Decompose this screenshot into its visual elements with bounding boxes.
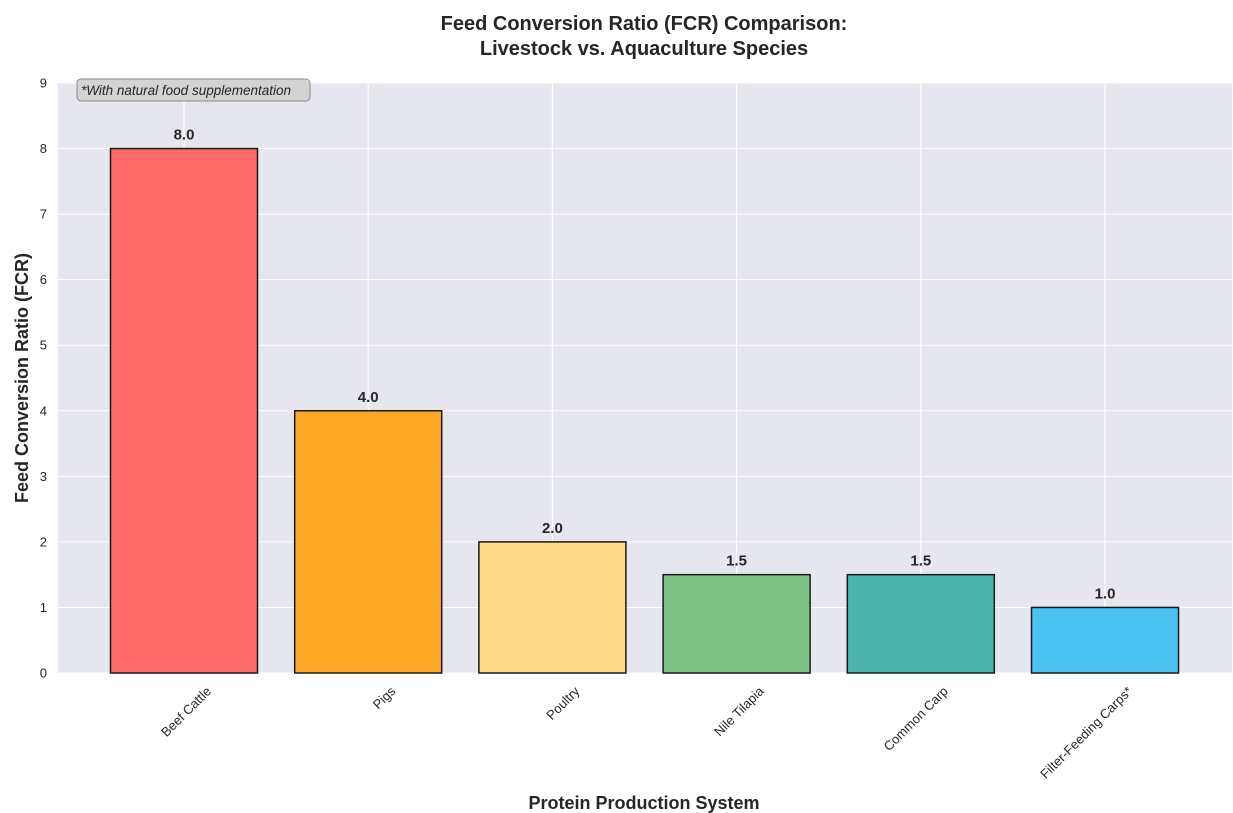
x-tick-label: Common Carp bbox=[881, 684, 951, 754]
chart-title-line-2: Livestock vs. Aquaculture Species bbox=[480, 38, 808, 60]
bar-value-label: 4.0 bbox=[358, 389, 379, 406]
x-tick-label: Filter-Feeding Carps* bbox=[1037, 684, 1135, 782]
bar-value-label: 8.0 bbox=[174, 127, 195, 144]
y-tick-label: 8 bbox=[40, 141, 47, 156]
x-tick-label: Beef Cattle bbox=[158, 684, 214, 740]
y-tick-label: 2 bbox=[40, 534, 47, 549]
bar bbox=[1030, 606, 1180, 674]
y-tick-label: 3 bbox=[40, 469, 47, 484]
annotation-text: *With natural food supplementation bbox=[81, 83, 291, 98]
bar bbox=[109, 147, 259, 674]
y-tick-label: 4 bbox=[40, 403, 47, 418]
bar-value-label: 1.0 bbox=[1095, 585, 1116, 602]
bar-value-label: 1.5 bbox=[726, 553, 747, 570]
y-tick-labels: 0 1 2 3 4 5 6 7 8 9 bbox=[40, 76, 47, 681]
chart-title-line-1: Feed Conversion Ratio (FCR) Comparison: bbox=[441, 13, 848, 35]
y-tick-label: 9 bbox=[40, 76, 47, 91]
bar bbox=[846, 573, 996, 674]
data-labels: 8.0 4.0 2.0 1.5 1.5 1.0 bbox=[174, 127, 1116, 603]
bar bbox=[662, 573, 811, 674]
y-tick-label: 5 bbox=[40, 338, 47, 353]
y-axis-label: Feed Conversion Ratio (FCR) bbox=[12, 253, 32, 503]
x-axis-label: Protein Production System bbox=[528, 793, 759, 813]
x-tick-label: Pigs bbox=[370, 683, 399, 712]
bars bbox=[109, 147, 1180, 674]
bar-value-label: 2.0 bbox=[542, 520, 563, 537]
y-tick-label: 0 bbox=[40, 666, 47, 681]
bar-value-label: 1.5 bbox=[910, 553, 931, 570]
x-tick-label: Poultry bbox=[543, 683, 583, 723]
x-tick-labels: Beef Cattle Pigs Poultry Nile Tilapia Common… bbox=[158, 683, 1135, 782]
x-tick-label: Nile Tilapia bbox=[711, 683, 767, 739]
annotation-box: *With natural food supplementation bbox=[76, 78, 311, 102]
bar bbox=[478, 541, 627, 674]
annotation-background bbox=[76, 78, 311, 102]
y-tick-label: 7 bbox=[40, 207, 47, 222]
bar bbox=[293, 410, 443, 674]
y-tick-label: 1 bbox=[40, 600, 47, 615]
y-tick-label: 6 bbox=[40, 272, 47, 287]
